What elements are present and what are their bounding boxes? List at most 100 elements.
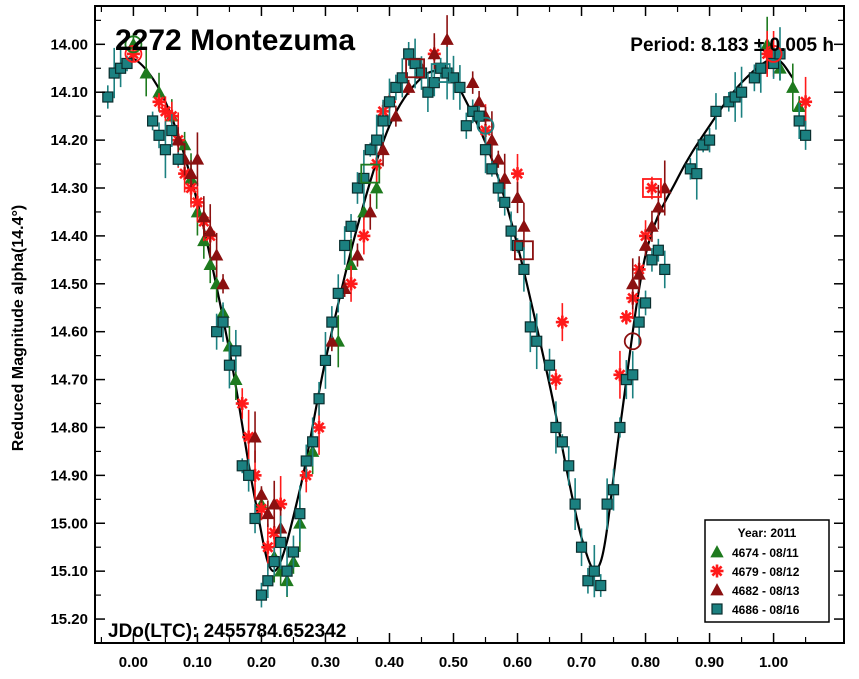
data-point: [312, 420, 326, 434]
data-point: [313, 393, 325, 405]
data-point: [371, 134, 383, 146]
data-point: [383, 96, 396, 108]
data-point: [268, 555, 280, 568]
y-axis-label: Reduced Magnitude alpha(14.4°): [10, 205, 27, 451]
y-tick-label: 14.10: [50, 84, 88, 101]
x-axis: 0.00 0.10 0.20 0.30 0.40 0.50 0.60 0.70 0.80 0.90…: [100, 6, 807, 671]
data-point: [390, 81, 402, 94]
data-point: [300, 455, 312, 467]
data-point: [632, 267, 646, 280]
data-point: [786, 80, 800, 93]
reference-square-marker: [514, 240, 534, 261]
data-point: [492, 182, 504, 194]
y-tick-label: 14.20: [50, 132, 88, 149]
legend-entry: 4686 - 08/16: [711, 603, 800, 617]
data-point: [243, 469, 255, 481]
data-point: [102, 91, 114, 103]
data-point: [190, 152, 205, 165]
data-point: [235, 397, 249, 411]
data-point: [254, 502, 268, 516]
y-tick-label: 14.50: [50, 276, 88, 293]
legend-label: 4679 - 08/12: [732, 565, 800, 579]
x-tick-label: 0.80: [631, 654, 660, 671]
data-point: [248, 430, 262, 443]
data-point: [152, 95, 166, 109]
y-tick-label: 14.60: [50, 324, 88, 341]
data-point: [614, 421, 626, 434]
data-point: [569, 498, 581, 510]
data-point: [197, 209, 211, 223]
data-point: [486, 163, 498, 175]
data-point: [755, 62, 767, 74]
data-point: [370, 181, 384, 194]
data-point: [287, 546, 300, 558]
data-point: [454, 81, 466, 94]
data-point: [254, 487, 269, 500]
x-tick-label: 1.00: [759, 654, 788, 671]
data-point: [281, 565, 293, 577]
data-point: [799, 129, 812, 141]
y-tick-label: 15.00: [50, 515, 88, 532]
reference-circle-marker: [124, 44, 143, 63]
data-point: [793, 115, 805, 127]
data-point: [595, 579, 607, 592]
data-point: [799, 95, 813, 109]
data-point: [190, 195, 204, 209]
x-tick-label: 0.10: [183, 654, 212, 671]
data-point: [627, 369, 639, 381]
legend-entry: 4674 - 08/11: [710, 545, 799, 560]
data-point: [325, 334, 339, 347]
data-point: [262, 575, 274, 587]
legend-label: 4682 - 08/13: [732, 584, 800, 598]
data-point: [351, 182, 364, 194]
series-4686: [102, 27, 812, 608]
legend-label: 4686 - 08/16: [732, 603, 800, 617]
reference-square-marker: [360, 163, 381, 184]
y-tick-label: 15.20: [50, 611, 88, 628]
data-point: [389, 109, 403, 122]
data-point: [575, 541, 588, 553]
legend-title: Year: 2011: [738, 526, 797, 540]
chart-title: 2272 Montezuma: [115, 24, 355, 57]
data-point: [485, 133, 499, 146]
data-point: [294, 508, 306, 520]
x-tick-label: 0.20: [247, 654, 276, 671]
x-tick-label: 0.50: [439, 654, 468, 671]
data-point: [216, 276, 230, 290]
data-point: [344, 277, 358, 291]
data-point: [646, 254, 658, 266]
data-point: [275, 536, 287, 549]
data-point: [184, 166, 198, 180]
period-label: Period: 8.183 ± 0.005 h: [630, 35, 834, 56]
y-tick-label: 15.10: [50, 563, 88, 580]
reference-circle-marker: [476, 116, 495, 135]
legend-entry: 4679 - 08/12: [710, 564, 800, 579]
data-point: [499, 196, 511, 208]
x-tick-label: 0.90: [695, 654, 724, 671]
legend-marker: [710, 583, 724, 596]
data-point: [710, 105, 722, 117]
data-point: [510, 190, 525, 203]
data-point: [203, 224, 217, 237]
y-tick-label: 14.40: [50, 228, 88, 245]
data-point: [261, 540, 275, 554]
data-point: [217, 316, 229, 328]
data-point: [703, 134, 716, 146]
data-points-layer: [102, 15, 813, 608]
data-point: [691, 168, 703, 180]
data-point: [479, 144, 492, 156]
legend: Year: 2011 4674 - 08/11 4679 - 08/12 4682 …: [704, 519, 830, 623]
data-point: [332, 287, 344, 299]
data-point: [159, 144, 172, 156]
data-point: [261, 506, 275, 520]
data-point: [211, 326, 223, 338]
data-point: [607, 484, 620, 496]
x-tick-label: 0.30: [311, 654, 340, 671]
y-tick-label: 14.00: [50, 36, 88, 53]
legend-marker: [710, 545, 724, 558]
data-point: [319, 354, 332, 367]
data-point: [645, 181, 659, 195]
data-point: [223, 359, 236, 371]
legend-label: 4674 - 08/11: [732, 546, 799, 560]
